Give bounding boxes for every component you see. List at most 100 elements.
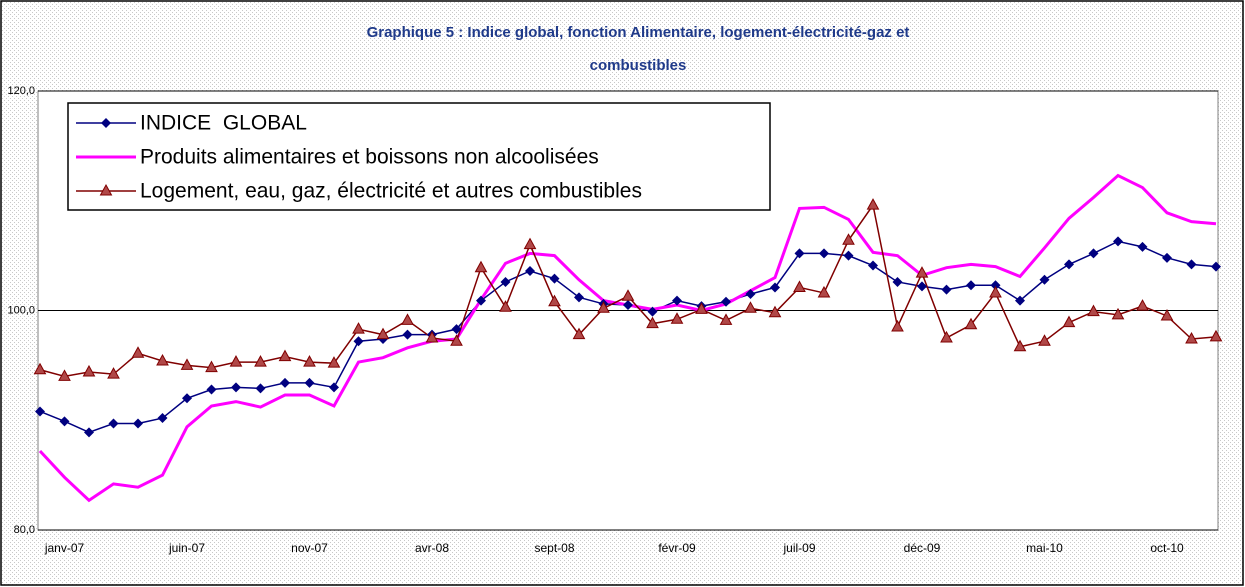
- point: [1064, 259, 1074, 270]
- point: [768, 305, 782, 318]
- point: [1185, 331, 1198, 344]
- point: [964, 317, 978, 330]
- point: [1186, 259, 1197, 270]
- point: [670, 312, 684, 324]
- point: [353, 336, 364, 347]
- point: [500, 276, 511, 287]
- point: [1162, 252, 1172, 263]
- point: [1137, 241, 1148, 252]
- point: [425, 330, 439, 343]
- point: [621, 289, 635, 301]
- point: [254, 355, 267, 367]
- point: [770, 282, 780, 293]
- legend-label: Logement, eau, gaz, électricité et autre…: [140, 180, 642, 203]
- point: [597, 301, 610, 313]
- point: [646, 316, 659, 329]
- point: [401, 313, 414, 325]
- point: [695, 302, 708, 314]
- point: [182, 393, 192, 404]
- point: [817, 285, 831, 298]
- point: [1209, 329, 1223, 342]
- point: [476, 295, 486, 306]
- point: [131, 346, 145, 358]
- point: [255, 383, 266, 394]
- point: [574, 292, 584, 303]
- point: [1038, 334, 1051, 346]
- point: [303, 355, 316, 367]
- x-tick-label: oct-10: [1150, 541, 1184, 555]
- point: [549, 273, 560, 284]
- x-tick-label: févr-09: [658, 541, 696, 555]
- point: [819, 248, 829, 259]
- point: [744, 301, 757, 313]
- point: [892, 276, 903, 287]
- x-tick-label: déc-09: [904, 541, 941, 555]
- point: [59, 416, 70, 427]
- point: [917, 281, 927, 292]
- point: [327, 356, 341, 368]
- point: [1039, 274, 1050, 285]
- point: [499, 300, 512, 312]
- point: [402, 329, 413, 340]
- legend-box: [67, 102, 771, 211]
- point: [1015, 295, 1025, 306]
- point: [35, 406, 45, 417]
- point: [1087, 304, 1100, 317]
- chart-title: Graphique 5 : Indice global, fonction Al…: [367, 24, 910, 41]
- point: [82, 364, 96, 377]
- point: [84, 427, 94, 438]
- y-tick-label: 100,0: [7, 304, 35, 316]
- x-tick-label: janv-07: [44, 541, 85, 555]
- point: [1136, 299, 1149, 311]
- point: [1211, 261, 1221, 272]
- y-tick-label: 80,0: [14, 524, 35, 536]
- legend-label: INDICE GLOBAL: [140, 112, 307, 135]
- x-tick-label: juil-09: [782, 541, 815, 555]
- point: [180, 358, 194, 370]
- point: [866, 198, 880, 210]
- point: [1111, 307, 1125, 320]
- chart-title: combustibles: [590, 57, 687, 74]
- point: [107, 367, 120, 379]
- point: [1013, 339, 1027, 352]
- point: [229, 355, 243, 367]
- point: [572, 327, 586, 340]
- point: [719, 313, 733, 325]
- point: [794, 248, 805, 259]
- point: [745, 289, 756, 300]
- point: [451, 324, 462, 335]
- y-tick-label: 120,0: [7, 85, 35, 97]
- point: [206, 384, 217, 395]
- point: [891, 319, 904, 332]
- point: [793, 280, 806, 292]
- point: [352, 322, 365, 334]
- point: [672, 295, 682, 306]
- point: [966, 280, 976, 291]
- point: [231, 382, 241, 393]
- point: [450, 334, 463, 346]
- point: [940, 330, 953, 343]
- point: [868, 260, 878, 271]
- point: [278, 349, 292, 362]
- point: [474, 260, 488, 273]
- point: [623, 300, 633, 311]
- point: [1088, 248, 1099, 259]
- point: [329, 382, 339, 393]
- legend-label: Produits alimentaires et boissons non al…: [140, 146, 599, 169]
- x-tick-label: juin-07: [168, 541, 205, 555]
- point: [842, 233, 855, 245]
- point: [1113, 236, 1123, 247]
- point: [280, 377, 290, 388]
- point: [156, 353, 169, 366]
- point: [915, 266, 929, 278]
- point: [376, 327, 390, 340]
- point: [99, 183, 113, 196]
- x-tick-label: mai-10: [1026, 541, 1063, 555]
- point: [1160, 308, 1174, 321]
- point: [101, 118, 111, 128]
- point: [647, 306, 658, 317]
- point: [548, 294, 561, 307]
- x-tick-label: sept-08: [534, 541, 574, 555]
- point: [205, 360, 218, 373]
